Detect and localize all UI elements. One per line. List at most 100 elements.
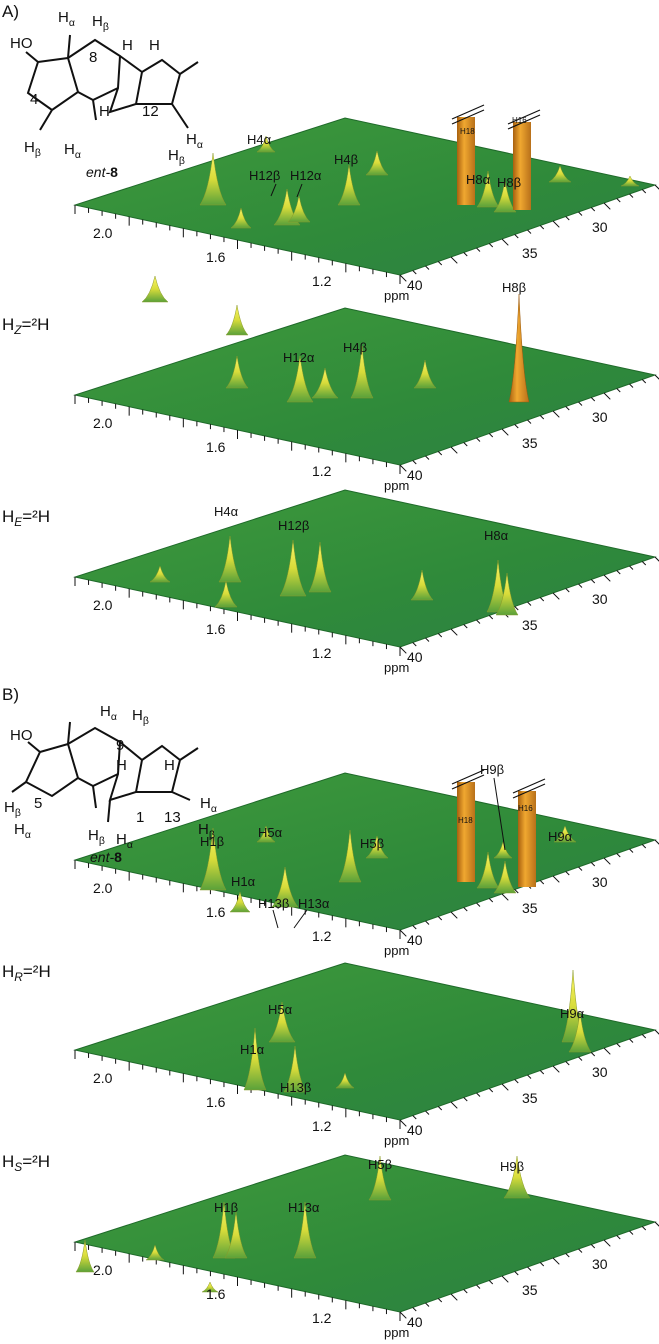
y-tick [426,638,430,642]
x-unit: ppm [384,943,409,958]
y-tick [591,398,595,402]
compound-name: ent-8 [90,849,122,865]
y-tick-label: 30 [592,874,608,890]
text-part: =²H [22,1152,50,1171]
y-tick [642,190,646,194]
peak-label: H4α [247,132,272,147]
y-tick [630,194,634,198]
y-tick [451,912,457,918]
y-tick [553,411,559,417]
y-tick [642,845,646,849]
y-tick [566,872,570,876]
compound-name: ent-8 [86,164,118,180]
y-tick-label: 40 [407,467,423,483]
y-tick [617,571,621,575]
y-tick [630,566,634,570]
x-tick-label: 1.2 [312,928,332,944]
y-tick [579,867,583,871]
y-tick [464,1290,468,1294]
spectrum-plane [75,490,655,647]
x-unit: ppm [384,660,409,675]
peak-label: H1β [214,1200,238,1215]
y-tick [630,384,634,388]
text-part: H [2,507,14,526]
y-tick [604,203,610,209]
y-tick [438,634,442,638]
y-tick [528,1267,532,1271]
y-tick [579,402,583,406]
y-tick [655,557,659,563]
text-part: H [58,9,69,26]
y-tick [540,226,544,230]
x-unit: ppm [384,1133,409,1148]
x-tick-label: 1.6 [206,249,226,265]
y-tick [464,443,468,447]
atom-label: H [99,103,110,120]
peak-label: H4β [343,340,367,355]
y-tick [566,1254,570,1258]
y-tick [400,1120,406,1126]
condition-label: HZ=²H [2,315,49,337]
y-tick [528,420,532,424]
atom-label: Hβ [92,13,109,33]
x-tick-label: 2.0 [93,1070,113,1086]
y-tick [413,1308,417,1312]
text-part: S [14,1160,22,1174]
peak-label: H4β [334,152,358,167]
text-part: 8 [114,849,122,865]
spectrum-plane [75,118,655,275]
x-tick-label: 2.0 [93,415,113,431]
x-tick-label: 1.2 [312,645,332,661]
text-part: H [200,795,211,812]
y-tick [451,1294,457,1300]
y-tick-label: 40 [407,932,423,948]
x-unit: ppm [384,478,409,493]
peak-label: H12β [249,168,280,183]
y-tick [400,647,406,653]
truncated-peak [457,782,475,882]
y-tick [477,438,481,442]
text-part: β [103,21,109,33]
text-part: H [100,703,111,720]
y-tick [477,248,481,252]
y-tick [604,1048,610,1054]
y-tick [528,230,532,234]
y-tick [426,1111,430,1115]
text-part: H [92,13,103,30]
y-tick [451,629,457,635]
y-tick-label: 30 [592,1256,608,1272]
y-tick [477,1093,481,1097]
text-part: H [2,315,14,334]
atom-label: Hα [58,9,75,29]
panel-label: B) [2,685,19,704]
y-tick [604,393,610,399]
spectrum-plane [75,1155,655,1312]
y-tick-label: 35 [522,245,538,261]
text-part: H [2,1152,14,1171]
text-part: β [179,155,185,167]
spectrum-plane [75,773,655,930]
y-tick [451,1102,457,1108]
peak-label: H12α [290,168,322,183]
y-tick [642,562,646,566]
y-tick [464,253,468,257]
x-tick-label: 1.6 [206,904,226,920]
peak-label: H13α [298,896,330,911]
y-tick [642,1227,646,1231]
y-tick-label: 35 [522,1090,538,1106]
atom-label: Hα [186,131,203,151]
y-tick [553,1258,559,1264]
y-tick [502,1084,508,1090]
y-tick-label: 30 [592,591,608,607]
text-part: H [2,962,14,981]
y-tick-label: 30 [592,219,608,235]
condition-label: HE=²H [2,507,50,529]
peak-label: H8β [497,175,521,190]
y-tick [438,262,442,266]
y-tick [553,876,559,882]
y-tick-label: 35 [522,900,538,916]
y-tick [642,380,646,384]
peak [142,276,168,302]
y-tick [528,1075,532,1079]
peak-label: H5β [360,836,384,851]
